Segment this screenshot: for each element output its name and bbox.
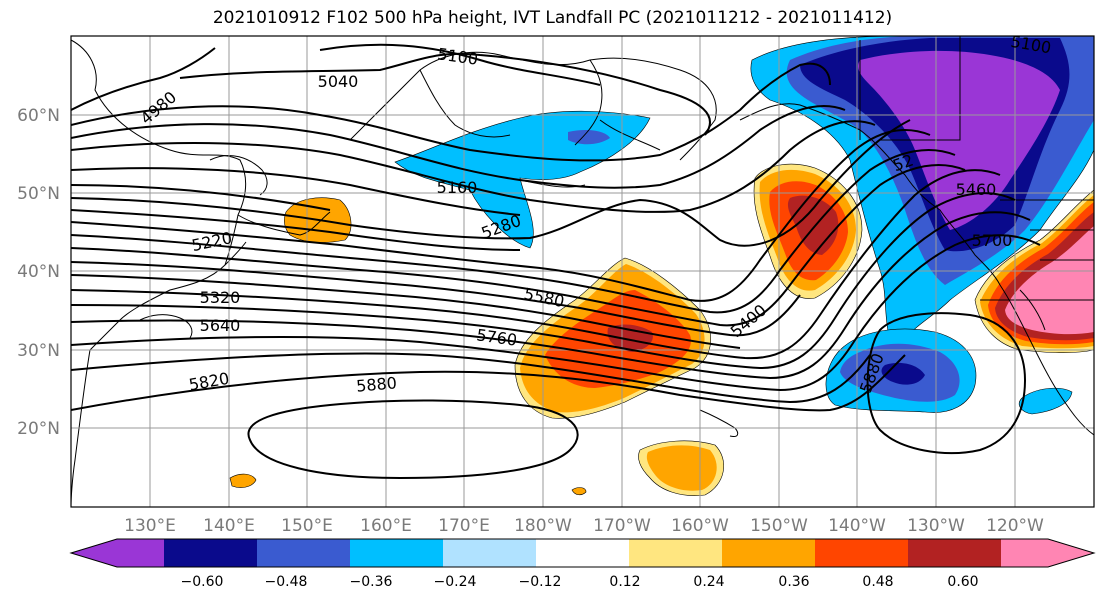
lon-label-160e: 160°E (360, 516, 412, 536)
colorbar-swatch (815, 539, 909, 567)
colorbar-tick: −0.60 (181, 574, 224, 590)
lat-label-50n: 50°N (17, 184, 60, 204)
lon-label-150w: 150°W (750, 516, 808, 536)
colorbar-swatch (722, 539, 816, 567)
contour-label-5700: 5700 (972, 231, 1013, 250)
colorbar-swatch (1001, 539, 1094, 567)
colorbar-ticks: −0.60 −0.48 −0.36 −0.24 −0.12 0.12 0.24 … (181, 574, 979, 590)
map-title: 2021010912 F102 500 hPa height, IVT Land… (212, 8, 893, 28)
colorbar: −0.60 −0.48 −0.36 −0.24 −0.12 0.12 0.24 … (69, 538, 1096, 590)
longitude-labels: 130°E 140°E 150°E 160°E 170°E 180°W 170°… (124, 516, 1044, 536)
lon-label-170w: 170°W (593, 516, 651, 536)
colorbar-tick: 0.48 (862, 574, 893, 590)
lon-label-140e: 140°E (203, 516, 255, 536)
colorbar-swatch (164, 539, 258, 567)
lon-label-180w: 180°W (514, 516, 572, 536)
contour-label-5460: 5460 (956, 180, 997, 199)
contour-label-5880-west: 5880 (355, 373, 397, 395)
colorbar-tick: 0.60 (947, 574, 978, 590)
contour-label-5320: 5320 (200, 288, 241, 307)
lat-label-40n: 40°N (17, 262, 60, 282)
colorbar-tick: −0.12 (519, 574, 562, 590)
colorbar-tick: 0.12 (609, 574, 640, 590)
ivt-negative-bering-core (568, 130, 610, 145)
contour-label-5100-west: 5100 (436, 44, 479, 68)
lat-label-20n: 20°N (17, 419, 60, 439)
map-area: 4980 5040 5100 5100 5160 5220 5280 5320 … (71, 32, 1094, 507)
lon-label-160w: 160°W (671, 516, 729, 536)
colorbar-tick: −0.36 (350, 574, 393, 590)
colorbar-swatch (629, 539, 723, 567)
colorbar-swatch (908, 539, 1002, 567)
latitude-labels: 60°N 50°N 40°N 30°N 20°N (17, 106, 60, 439)
colorbar-tick: 0.24 (693, 574, 724, 590)
colorbar-swatch (257, 539, 351, 567)
ivt-negative-baja (1019, 387, 1073, 415)
colorbar-swatch (443, 539, 537, 567)
height-contours (71, 43, 1041, 480)
contour-label-5640: 5640 (200, 316, 241, 335)
ivt-positive-landfall-pink (1005, 226, 1094, 335)
colorbar-outline (69, 538, 1096, 568)
contour-label-5820: 5820 (187, 369, 230, 395)
contour-labels: 4980 5040 5100 5100 5160 5220 5280 5320 … (137, 32, 1053, 396)
colorbar-swatch (350, 539, 444, 567)
contour-label-5100-east: 5100 (1009, 32, 1052, 58)
colorbar-tick: −0.48 (265, 574, 308, 590)
lat-label-30n: 30°N (17, 341, 60, 361)
gridlines (71, 36, 1094, 507)
ivt-negative-bering (394, 110, 651, 249)
lon-label-150e: 150°E (281, 516, 333, 536)
colorbar-tick: 0.36 (778, 574, 809, 590)
contour-label-5040: 5040 (318, 72, 359, 91)
contour-label-5160: 5160 (437, 178, 478, 197)
colorbar-swatches (71, 539, 1094, 567)
lon-label-130e: 130°E (124, 516, 176, 536)
ivt-positive-small-west (229, 473, 257, 488)
lon-label-120w: 120°W (986, 516, 1044, 536)
colorbar-swatch (536, 539, 630, 567)
lat-label-60n: 60°N (17, 106, 60, 126)
ivt-positive-hawaii-orange (646, 445, 717, 491)
lon-label-170e: 170°E (438, 516, 490, 536)
map-frame (70, 35, 1095, 508)
lon-label-140w: 140°W (828, 516, 886, 536)
contour-label-5580: 5580 (522, 284, 566, 311)
colorbar-swatch (71, 539, 164, 567)
colorbar-tick: −0.24 (434, 574, 477, 590)
ivt-positive-small-mid (571, 487, 587, 496)
lon-label-130w: 130°W (907, 516, 965, 536)
